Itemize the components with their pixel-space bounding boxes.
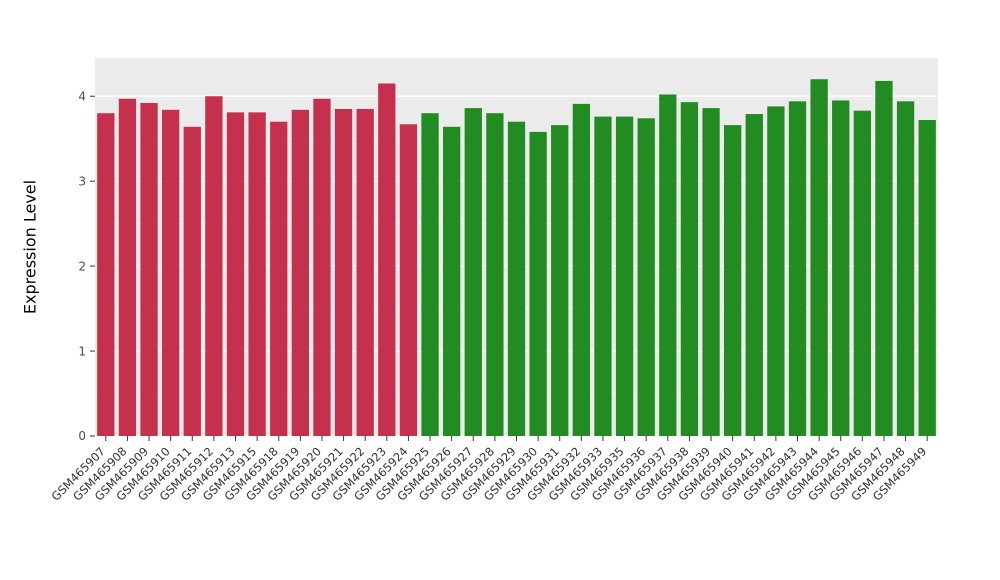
bar-GSM465938	[680, 102, 699, 437]
bar-GSM465929	[507, 121, 526, 437]
bar-GSM465943	[788, 101, 807, 436]
bar-GSM465930	[529, 131, 547, 436]
bar-GSM465921	[334, 108, 353, 436]
bar-GSM465931	[551, 125, 569, 436]
y-tick-label: 3	[78, 174, 86, 188]
bar-GSM465932	[572, 103, 590, 436]
bar-GSM465945	[832, 100, 850, 436]
bar-GSM465928	[486, 113, 504, 436]
bar-GSM465912	[205, 96, 223, 436]
bar-GSM465922	[356, 108, 374, 436]
bar-GSM465940	[724, 125, 742, 436]
y-tick-label: 1	[78, 344, 86, 358]
bar-GSM465919	[291, 109, 309, 436]
bar-GSM465908	[118, 98, 137, 436]
bar-GSM465944	[810, 79, 828, 436]
bar-GSM465907	[97, 113, 115, 436]
bar-GSM465935	[615, 116, 634, 436]
bar-GSM465927	[464, 108, 482, 436]
bar-GSM465926	[443, 126, 461, 436]
bar-GSM465933	[594, 116, 612, 436]
bar-GSM465920	[313, 98, 331, 436]
bar-GSM465941	[745, 114, 763, 436]
bar-GSM465942	[767, 106, 785, 437]
bar-GSM465948	[896, 101, 915, 436]
bar-GSM465925	[421, 113, 439, 436]
bar-GSM465937	[659, 94, 677, 436]
y-tick-label: 2	[78, 259, 86, 273]
y-tick-label: 4	[78, 89, 86, 103]
bar-GSM465913	[226, 112, 245, 436]
bar-GSM465939	[702, 108, 720, 436]
bar-GSM465947	[875, 80, 893, 437]
bar-GSM465918	[270, 121, 288, 437]
bar-GSM465946	[853, 110, 871, 437]
bar-GSM465911	[183, 126, 201, 436]
bar-GSM465910	[162, 109, 180, 436]
y-tick-label: 0	[78, 429, 86, 443]
bar-GSM465923	[378, 83, 396, 436]
bar-GSM465924	[399, 124, 418, 437]
bar-GSM465909	[140, 103, 158, 436]
bar-GSM465915	[248, 112, 266, 436]
bar-GSM465936	[637, 118, 655, 436]
bar-GSM465949	[918, 120, 936, 437]
